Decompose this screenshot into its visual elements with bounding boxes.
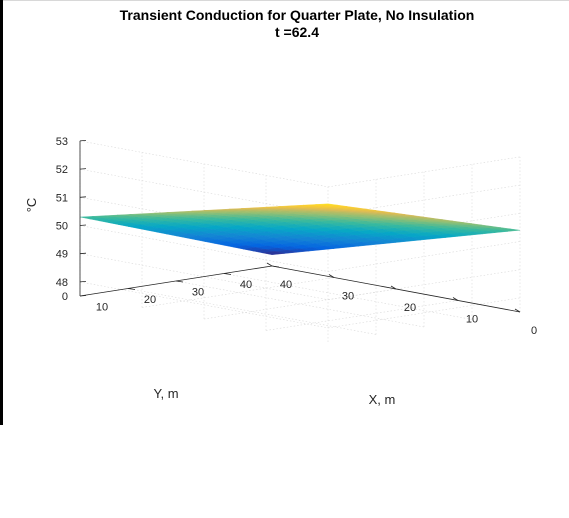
window-left-edge [0,0,3,425]
x-tick-label: 40 [280,279,292,291]
surface-patch [262,251,285,255]
axes-box [79,140,521,313]
top-border-line [0,0,569,1]
z-tick-label: 51 [56,192,68,204]
z-axis-label: °C [24,198,39,213]
z-tick-label: 52 [56,164,68,176]
y-tick-label: 30 [192,287,204,299]
y-tick-label: 10 [96,302,108,314]
x-axis-label: X, m [369,392,396,407]
chart-subtitle: t =62.4 [275,24,319,40]
z-tick-label: 50 [56,221,68,233]
x-tick-label: 20 [404,302,416,314]
y-tick-label: 20 [144,294,156,306]
temperature-surface [79,203,521,255]
z-tick-label: 49 [56,249,68,261]
chart-title: Transient Conduction for Quarter Plate, … [120,7,475,23]
x-tick-label: 0 [531,325,537,337]
tick-labels: 0 48 49 50 51 52 53 10 20 30 40 0 10 20 30 40 [56,136,537,337]
z-tick-label: 0 [62,291,68,303]
y-axis-label: Y, m [153,386,178,401]
z-tick-label: 48 [56,277,68,289]
y-tick-label: 40 [240,279,252,291]
z-tick-label: 53 [56,136,68,148]
x-tick-label: 30 [342,291,354,303]
x-tick-label: 10 [466,314,478,326]
